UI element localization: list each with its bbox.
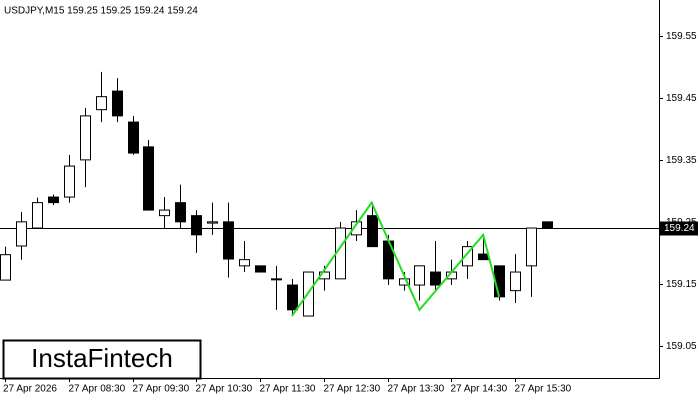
price-label-box [660, 221, 698, 236]
y-tick-label: 159.15 [666, 279, 697, 290]
x-tick-label: 27 Apr 09:30 [133, 384, 190, 395]
x-tick-label: 27 Apr 08:30 [69, 384, 126, 395]
candle-body [96, 96, 107, 111]
price-label: 159.24 [664, 223, 695, 234]
candle-body [287, 284, 298, 311]
candle-body [462, 246, 473, 267]
logo: InstaFintech [31, 343, 173, 373]
y-tick-label: 159.05 [666, 341, 697, 352]
candle-body [175, 202, 186, 223]
x-tick-label: 27 Apr 14:30 [451, 384, 508, 395]
candle-body [414, 265, 425, 286]
candle-body [64, 165, 75, 198]
candle-body [526, 227, 537, 267]
candle-body [430, 271, 441, 286]
y-tick-label: 159.35 [666, 155, 697, 166]
candle-body [159, 209, 170, 217]
candle-body [271, 278, 282, 281]
x-tick-label: 27 Apr 10:30 [196, 384, 253, 395]
x-tick-label: 27 Apr 12:30 [324, 384, 381, 395]
candle-body [510, 271, 521, 292]
candle-body [207, 221, 218, 224]
candle-body [128, 121, 139, 154]
candle-body [112, 90, 123, 117]
candle-body [80, 115, 91, 161]
candle-body [239, 259, 250, 267]
candle-body [16, 221, 27, 247]
x-tick-label: 27 Apr 13:30 [388, 384, 445, 395]
candle-body [255, 265, 266, 273]
candle-body [191, 215, 202, 236]
candle-body [0, 254, 11, 281]
candle-body [32, 202, 43, 229]
chart-header: USDJPY,M15 159.25 159.25 159.24 159.24 [4, 6, 198, 17]
candle-body [48, 196, 59, 204]
candle-body [351, 221, 362, 236]
candle-body [542, 221, 553, 229]
logo-box [2, 339, 202, 380]
y-tick-label: 159.45 [666, 93, 697, 104]
candle-body [143, 146, 154, 211]
pattern-line [291, 200, 501, 317]
candle-body [399, 278, 410, 286]
candle-body [478, 253, 489, 261]
y-tick-label: 159.55 [666, 31, 697, 42]
x-tick-label: 27 Apr 11:30 [260, 384, 316, 395]
candle-body [223, 221, 234, 260]
x-tick-label: 27 Apr 15:30 [515, 384, 572, 395]
x-tick-label: 27 Apr 2026 [3, 384, 57, 395]
candle-body [367, 215, 378, 248]
